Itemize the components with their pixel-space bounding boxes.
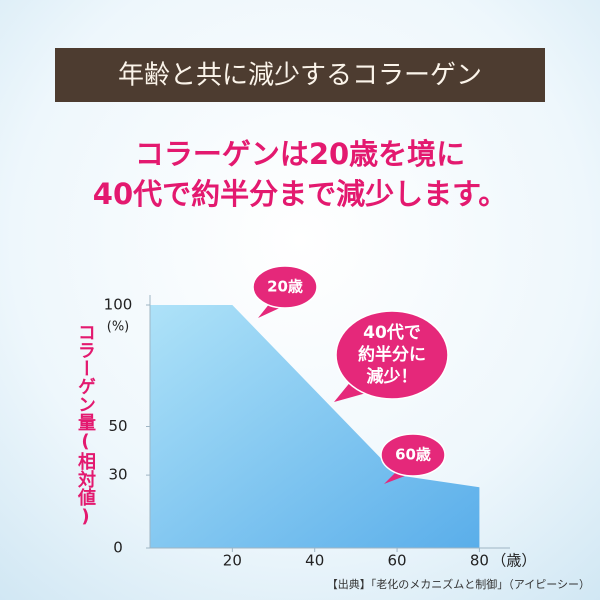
callout-text: 40代で <box>363 322 421 343</box>
y-axis-label: コラーゲン量(相対値) <box>75 323 97 527</box>
headline: 40代で約半分まで減少します。 <box>93 177 507 211</box>
x-tick-label: 80 <box>470 552 489 570</box>
callout-text: 約半分に <box>358 344 426 365</box>
x-unit: （歳） <box>491 552 536 570</box>
y-tick-label: 0 <box>113 539 123 557</box>
y-tick-label: 30 <box>108 466 127 484</box>
x-tick-label: 40 <box>305 552 324 570</box>
callout-text: 減少！ <box>367 366 418 387</box>
callout <box>252 265 318 309</box>
area <box>150 305 480 548</box>
callout-text: 60歳 <box>395 446 431 464</box>
y-unit: (%) <box>107 320 130 335</box>
y-tick-label: 100 <box>104 296 133 314</box>
x-tick-label: 60 <box>388 552 407 570</box>
title: 年齢と共に減少するコラーゲン <box>118 61 482 91</box>
callout-text: 20歳 <box>267 278 303 296</box>
source: 【出典】「老化のメカニズムと制御」（アイピーシー） <box>327 577 590 591</box>
y-tick-label: 50 <box>108 417 127 435</box>
title-banner <box>55 48 545 102</box>
x-tick-label: 20 <box>223 552 242 570</box>
callout <box>335 310 449 400</box>
headline: コラーゲンは20歳を境に <box>135 137 465 171</box>
callout <box>380 433 446 477</box>
callout-tail <box>334 380 370 402</box>
